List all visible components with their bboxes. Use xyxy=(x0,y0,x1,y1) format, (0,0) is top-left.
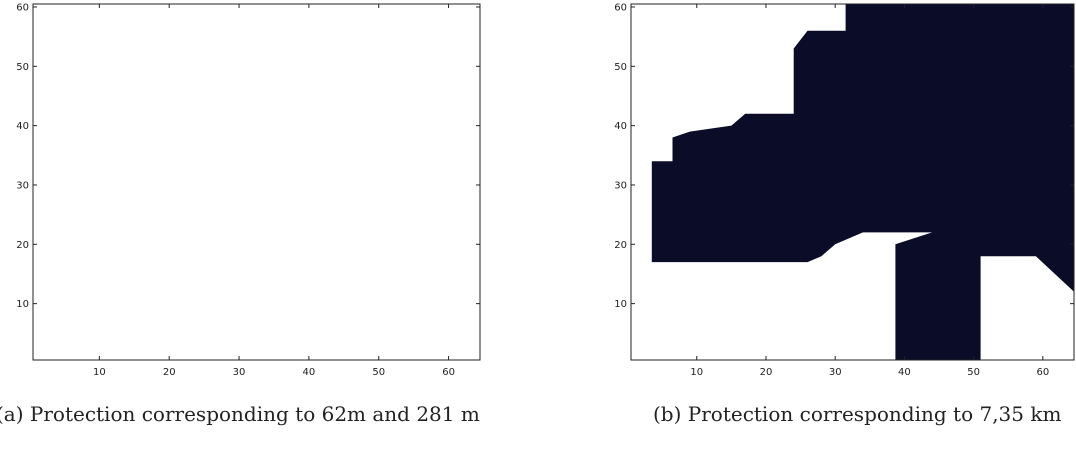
caption-b: (b) Protection corresponding to 7,35 km xyxy=(653,402,1062,426)
x-tick-label: 10 xyxy=(690,367,703,378)
y-tick-label: 40 xyxy=(614,121,627,132)
y-tick-label: 40 xyxy=(16,121,29,132)
x-tick-label: 30 xyxy=(233,367,246,378)
y-tick-label: 10 xyxy=(16,299,29,310)
x-tick-label: 40 xyxy=(898,367,911,378)
y-tick-label: 60 xyxy=(614,2,627,13)
caption-a: (a) Protection corresponding to 62m and … xyxy=(0,402,480,426)
x-tick-label: 50 xyxy=(967,367,980,378)
x-tick-label: 10 xyxy=(93,367,106,378)
axes-frame xyxy=(32,3,481,361)
plot-background xyxy=(33,4,480,360)
y-tick-label: 10 xyxy=(614,299,627,310)
panel-b: 10 20 30 40 50 60 10 20 30 40 50 60 xyxy=(614,2,1075,378)
x-tick-label: 60 xyxy=(442,367,455,378)
x-tick-label: 20 xyxy=(760,367,773,378)
panel-a: 10 20 30 40 50 60 10 20 30 40 50 60 xyxy=(16,2,481,378)
y-tick-label: 20 xyxy=(614,240,627,251)
protected-region xyxy=(651,4,1074,360)
y-tick-label: 50 xyxy=(614,62,627,73)
y-tick-label: 60 xyxy=(16,2,29,13)
y-tick-label: 30 xyxy=(614,180,627,191)
x-tick-label: 60 xyxy=(1036,367,1049,378)
y-tick-label: 30 xyxy=(16,180,29,191)
x-tick-label: 20 xyxy=(163,367,176,378)
x-tick-label: 40 xyxy=(303,367,316,378)
y-tick-label: 20 xyxy=(16,240,29,251)
x-tick-label: 50 xyxy=(372,367,385,378)
y-tick-label: 50 xyxy=(16,62,29,73)
x-tick-label: 30 xyxy=(829,367,842,378)
axes-frame xyxy=(630,3,1075,361)
